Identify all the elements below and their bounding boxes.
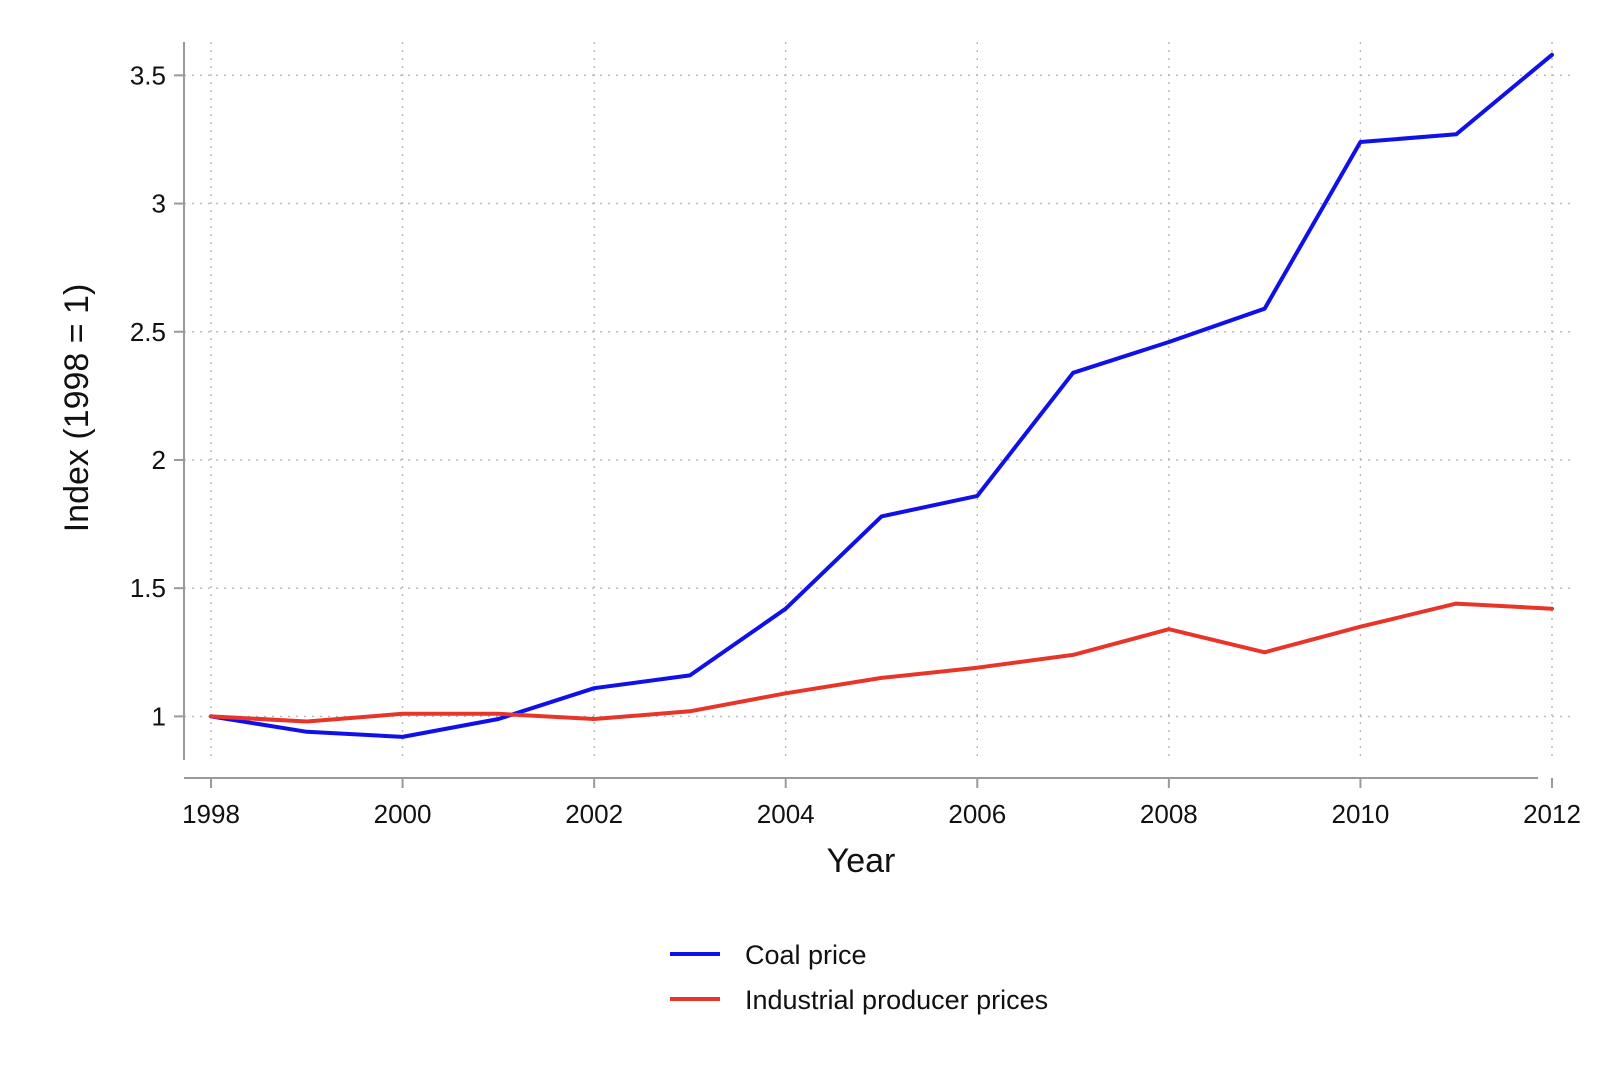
y-tick-label: 2 (152, 445, 166, 475)
y-tick-label: 1 (152, 701, 166, 731)
x-tick-label: 2002 (565, 799, 623, 829)
x-tick-label: 1998 (182, 799, 240, 829)
legend-label: Industrial producer prices (745, 985, 1048, 1015)
y-tick-label: 3.5 (130, 60, 166, 90)
x-tick-label: 2010 (1332, 799, 1390, 829)
legend-item: Industrial producer prices (670, 985, 1048, 1015)
y-tick-label: 1.5 (130, 573, 166, 603)
x-axis-title: Year (827, 842, 896, 880)
x-tick-label: 2008 (1140, 799, 1198, 829)
y-tick-label: 3 (152, 189, 166, 219)
y-tick-label: 2.5 (130, 317, 166, 347)
series-line-coal-price (209, 52, 1554, 739)
axes (183, 42, 1538, 779)
legend-label: Coal price (745, 940, 867, 970)
series-line-industrial-producer-prices (209, 601, 1554, 724)
y-axis-title: Index (1998 = 1) (58, 284, 96, 533)
series-lines (209, 52, 1554, 739)
x-tick-label: 2012 (1523, 799, 1581, 829)
legend-item: Coal price (670, 940, 867, 970)
gridlines (184, 42, 1576, 760)
x-tick-label: 2000 (374, 799, 432, 829)
x-ticks: 1998 2000 2002 2004 2006 2008 2010 2012 (182, 778, 1581, 829)
legend: Coal price Industrial producer prices (670, 940, 1048, 1015)
x-tick-label: 2006 (948, 799, 1006, 829)
x-tick-label: 2004 (757, 799, 815, 829)
y-ticks: 1 1.5 2 2.5 3 3.5 (130, 60, 184, 731)
